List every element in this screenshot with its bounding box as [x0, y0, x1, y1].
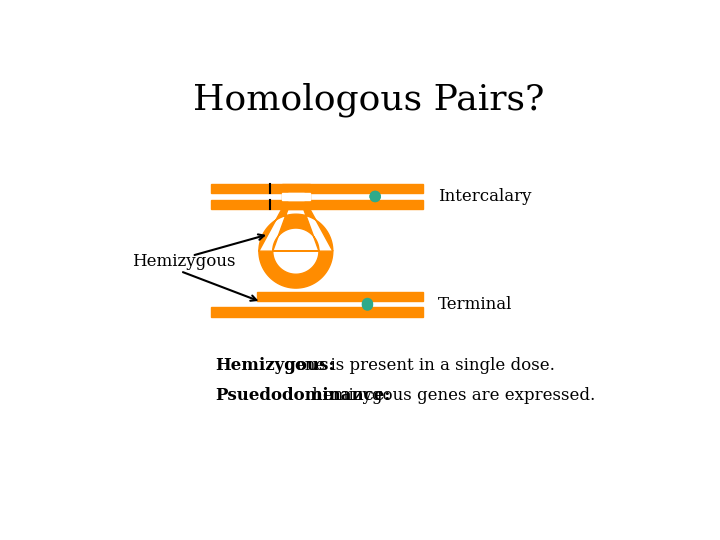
Text: Terminal: Terminal	[438, 296, 513, 313]
Ellipse shape	[370, 192, 380, 201]
Polygon shape	[259, 209, 333, 288]
Bar	[282, 184, 310, 209]
Text: hemizygous genes are expressed.: hemizygous genes are expressed.	[307, 387, 595, 404]
Ellipse shape	[362, 300, 372, 310]
Text: Intercalary: Intercalary	[438, 188, 532, 205]
Text: gene is present in a single dose.: gene is present in a single dose.	[279, 356, 554, 374]
Bar	[211, 200, 423, 209]
Text: Psuedodominance:: Psuedodominance:	[215, 387, 390, 404]
Bar	[257, 292, 423, 301]
Ellipse shape	[362, 299, 372, 308]
Text: Homologous Pairs?: Homologous Pairs?	[193, 82, 545, 117]
Text: Hemizygous: Hemizygous	[132, 253, 235, 269]
Text: Hemizygous:: Hemizygous:	[215, 356, 335, 374]
Bar	[288, 193, 304, 200]
Bar	[282, 193, 310, 200]
Bar	[211, 307, 423, 316]
Ellipse shape	[370, 192, 380, 201]
Bar	[211, 184, 423, 193]
